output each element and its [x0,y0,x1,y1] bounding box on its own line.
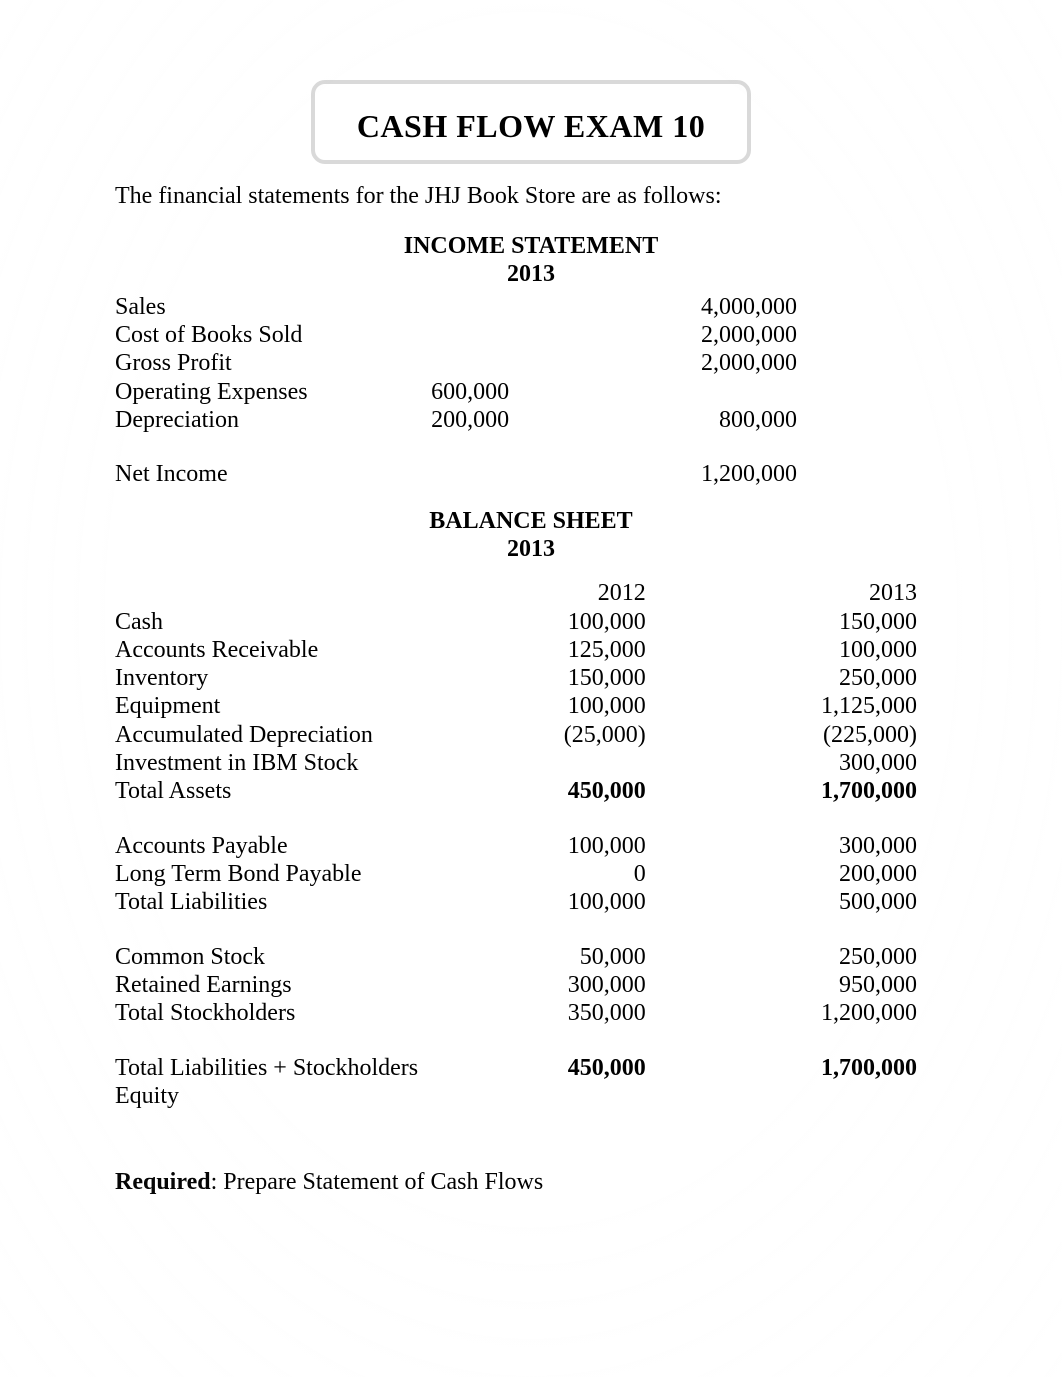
row-col1: 0 [464,860,705,888]
row-col2: 1,200,000 [631,460,947,488]
row-col1: 2012 [464,579,705,607]
row-col1: 300,000 [464,971,705,999]
table-row: Sales 4,000,000 [115,293,947,321]
table-row: Total Assets450,0001,700,000 [115,777,947,805]
required-line: Required: Prepare Statement of Cash Flow… [115,1168,947,1196]
row-col2: 250,000 [706,943,947,971]
row-label: Retained Earnings [115,971,464,999]
row-col2: 300,000 [706,749,947,777]
row-label: Inventory [115,664,464,692]
row-label: Total Liabilities + Stockholders Equity [115,1054,464,1111]
row-col2: 2,000,000 [631,349,947,377]
table-row: Accounts Receivable125,000100,000 [115,636,947,664]
row-label: Accounts Receivable [115,636,464,664]
row-col1: 150,000 [464,664,705,692]
table-row: Long Term Bond Payable0200,000 [115,860,947,888]
income-statement-year: 2013 [115,260,947,288]
row-col1: 100,000 [464,888,705,916]
row-label: Operating Expenses [115,378,431,406]
income-statement-heading: INCOME STATEMENT [115,232,947,260]
row-col1 [431,293,631,321]
row-label: Cost of Books Sold [115,321,431,349]
row-col1: 200,000 [431,406,631,434]
row-label: Common Stock [115,943,464,971]
balance-sheet-heading: BALANCE SHEET [115,507,947,535]
row-label: Total Liabilities [115,888,464,916]
row-col1: 350,000 [464,999,705,1027]
table-row: Investment in IBM Stock 300,000 [115,749,947,777]
balance-sheet-table: 20122013Cash100,000150,000Accounts Recei… [115,579,947,1110]
row-col2: 1,700,000 [706,777,947,805]
row-label: Total Assets [115,777,464,805]
row-col1: 125,000 [464,636,705,664]
row-col1: 100,000 [464,692,705,720]
row-col1: (25,000) [464,721,705,749]
row-col2: 250,000 [706,664,947,692]
row-label: Accumulated Depreciation [115,721,464,749]
table-row: 20122013 [115,579,947,607]
table-row: Total Liabilities100,000500,000 [115,888,947,916]
table-row: Depreciation200,000800,000 [115,406,947,434]
row-col1: 450,000 [464,1054,705,1111]
row-label: Investment in IBM Stock [115,749,464,777]
row-col2 [631,378,947,406]
row-col1 [464,749,705,777]
row-col1: 50,000 [464,943,705,971]
table-row: Total Stockholders350,0001,200,000 [115,999,947,1027]
table-row: Cost of Books Sold 2,000,000 [115,321,947,349]
row-col2: 500,000 [706,888,947,916]
row-label: Equipment [115,692,464,720]
row-col2: 1,125,000 [706,692,947,720]
row-col2: 950,000 [706,971,947,999]
row-col2: 200,000 [706,860,947,888]
row-col2: 300,000 [706,832,947,860]
row-col2: 1,700,000 [706,1054,947,1111]
row-col2: 1,200,000 [706,999,947,1027]
row-col2: 4,000,000 [631,293,947,321]
row-col1 [431,460,631,488]
intro-text: The financial statements for the JHJ Boo… [115,182,947,210]
row-col2: (225,000) [706,721,947,749]
row-label: Net Income [115,460,431,488]
table-row: Net Income 1,200,000 [115,460,947,488]
row-label: Cash [115,608,464,636]
row-label: Gross Profit [115,349,431,377]
row-label: Sales [115,293,431,321]
row-col1: 100,000 [464,608,705,636]
table-row: Common Stock50,000250,000 [115,943,947,971]
row-label: Long Term Bond Payable [115,860,464,888]
required-text: : Prepare Statement of Cash Flows [211,1169,544,1195]
title-box: CASH FLOW EXAM 10 [311,80,751,164]
table-row: Equipment100,0001,125,000 [115,692,947,720]
row-col1: 450,000 [464,777,705,805]
row-label [115,579,464,607]
row-col1: 100,000 [464,832,705,860]
row-col2: 2,000,000 [631,321,947,349]
row-col1 [431,349,631,377]
row-label: Accounts Payable [115,832,464,860]
row-label: Total Stockholders [115,999,464,1027]
table-row: Total Liabilities + Stockholders Equity4… [115,1054,947,1111]
row-col1 [431,321,631,349]
row-col2: 100,000 [706,636,947,664]
table-row: Cash100,000150,000 [115,608,947,636]
table-row: Accumulated Depreciation(25,000)(225,000… [115,721,947,749]
row-col2: 150,000 [706,608,947,636]
required-label: Required [115,1169,211,1195]
row-col2: 800,000 [631,406,947,434]
income-statement-table: Sales 4,000,000 Cost of Books Sold 2,000,00… [115,293,947,489]
row-label: Depreciation [115,406,431,434]
table-row: Accounts Payable100,000300,000 [115,832,947,860]
page-title: CASH FLOW EXAM 10 [331,108,731,146]
table-row: Gross Profit 2,000,000 [115,349,947,377]
row-col1: 600,000 [431,378,631,406]
row-col2: 2013 [706,579,947,607]
table-row: Operating Expenses600,000 [115,378,947,406]
table-row: Inventory150,000250,000 [115,664,947,692]
table-row: Retained Earnings300,000950,000 [115,971,947,999]
balance-sheet-year: 2013 [115,535,947,563]
